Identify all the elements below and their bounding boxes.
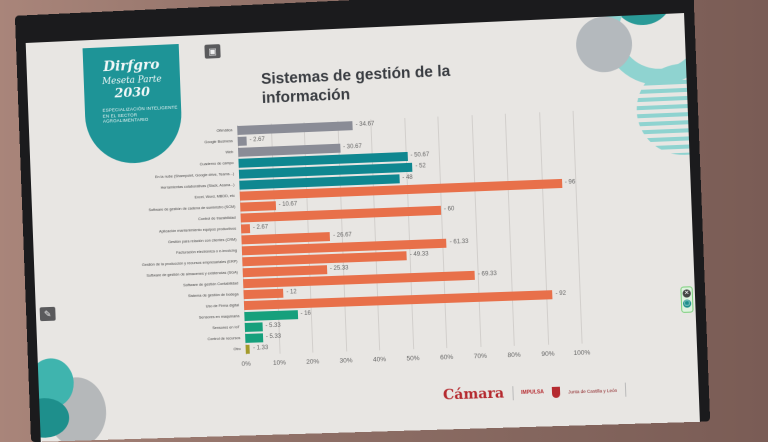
bar-value-label: - 60 <box>443 206 455 213</box>
x-tick-label: 70% <box>473 352 488 361</box>
plot-area: 0% 10% 20% 30% 40% 50% 60% 70% 80% 90% 100% Ofimáti… <box>142 110 591 368</box>
logo-description: ESPECIALIZACIÓN INTELIGENTE EN EL SECTOR… <box>102 104 178 124</box>
bar-value-label: - 25.33 <box>329 265 349 273</box>
bar-value-label: - 50.67 <box>410 152 430 159</box>
tv-monitor: Dirfgro Meseta Parte 2030 ESPECIALIZACIÓ… <box>14 0 711 442</box>
bar-value-label: - 5.33 <box>265 322 281 330</box>
bar <box>237 136 247 146</box>
bar-value-label: - 61.33 <box>449 238 469 246</box>
junta-logo: Junta de Castilla y León <box>568 387 618 394</box>
x-tick-label: 100% <box>573 349 591 358</box>
bar <box>240 201 276 212</box>
bar-value-label: - 10.67 <box>278 201 298 209</box>
x-tick-label: 0% <box>241 360 252 368</box>
logo-year: 2030 <box>114 84 151 102</box>
bar-chart: 0% 10% 20% 30% 40% 50% 60% 70% 80% 90% 100% Ofimáti… <box>68 110 596 389</box>
x-tick-label: 80% <box>507 351 521 360</box>
bar <box>244 310 298 322</box>
window-icon[interactable]: ▣ <box>204 44 221 59</box>
bar-value-label: - 26.67 <box>333 232 352 239</box>
x-tick-label: 10% <box>272 359 287 367</box>
x-tick-label: 40% <box>372 356 387 364</box>
window-icon[interactable]: ▢ <box>682 299 692 308</box>
divider <box>511 386 514 401</box>
bar <box>245 333 264 343</box>
divider <box>624 382 627 397</box>
close-icon[interactable]: ✕ <box>682 289 691 298</box>
bar-value-label: - 2.67 <box>252 224 269 232</box>
logo-main-text: Dirfgro <box>102 56 160 76</box>
x-tick-label: 90% <box>541 350 555 359</box>
x-tick-label: 50% <box>406 355 420 363</box>
bar-value-label: - 2.67 <box>249 136 265 144</box>
bar-value-label: - 16 <box>300 310 311 318</box>
bar-value-label: - 12 <box>286 289 297 296</box>
side-toolbar[interactable]: ✕ ▢ <box>680 286 694 313</box>
slide-title: Sistemas de gestión de la información <box>260 62 451 108</box>
impulsa-logo: IMPULSA <box>521 389 545 396</box>
x-tick-label: 60% <box>439 353 454 362</box>
bar-value-label: - 96 <box>564 179 576 186</box>
sponsor-logos: Cámara IMPULSA Junta de Castilla y León <box>442 382 627 404</box>
x-tick-label: 20% <box>306 358 320 366</box>
bar <box>243 288 284 300</box>
bar-value-label: - 48 <box>402 174 413 182</box>
camara-logo: Cámara <box>442 385 505 404</box>
bar-value-label: - 52 <box>415 163 426 170</box>
x-tick-label: 30% <box>339 357 353 365</box>
junta-shield-icon <box>551 386 561 398</box>
presentation-slide: Dirfgro Meseta Parte 2030 ESPECIALIZACIÓ… <box>25 13 700 442</box>
bar <box>240 224 251 234</box>
bar-value-label: - 92 <box>555 290 567 298</box>
bar <box>244 322 263 332</box>
pen-icon[interactable]: ✎ <box>39 306 56 322</box>
bar-value-label: - 1.33 <box>252 345 269 352</box>
bar-value-label: - 5.33 <box>265 333 282 341</box>
bar-value-label: - 49.33 <box>409 251 429 259</box>
bar-value-label: - 69.33 <box>477 271 497 278</box>
